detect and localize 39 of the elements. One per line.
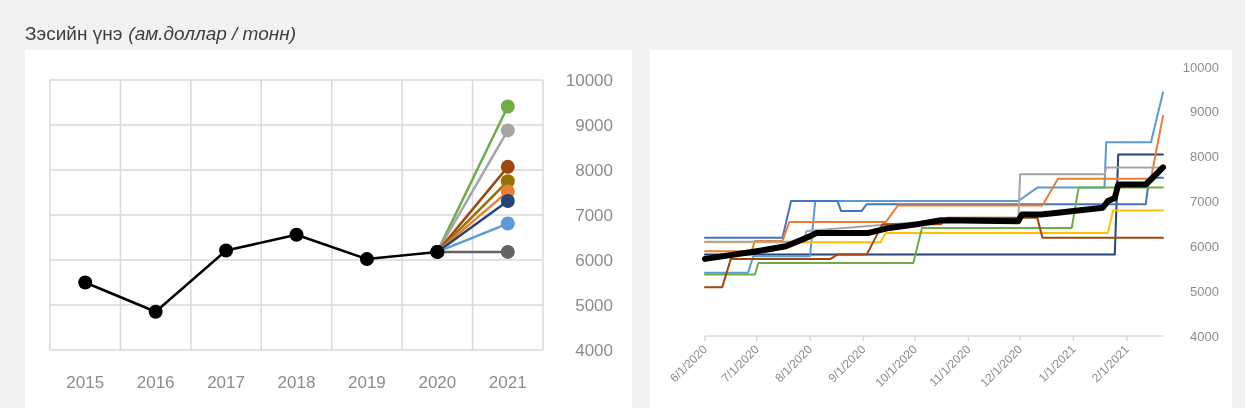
y-tick-label: 5000 <box>575 295 613 315</box>
point <box>500 159 515 174</box>
y-tick-label: 4000 <box>575 340 613 360</box>
x-tick-label: 2018 <box>277 373 316 392</box>
y-tick-label: 9000 <box>1190 104 1219 120</box>
y-tick-label: 8000 <box>1190 149 1219 165</box>
y-tick-label: 8000 <box>575 160 613 180</box>
line-series <box>704 186 1164 276</box>
y-tick-label: 7000 <box>575 205 613 225</box>
chart-title: Зэсийн үнэ <box>25 23 123 44</box>
x-tick-label: 2021 <box>488 373 527 392</box>
y-tick-label: 9000 <box>575 115 613 135</box>
x-tick-label: 2017 <box>207 373 245 392</box>
line-series <box>704 114 1164 253</box>
point <box>359 252 374 267</box>
point <box>219 243 234 258</box>
x-tick-label: 2016 <box>136 373 175 392</box>
y-tick-label: 10000 <box>1182 59 1219 75</box>
point <box>148 304 163 319</box>
point <box>500 99 515 114</box>
y-tick-label: 5000 <box>1190 283 1219 299</box>
y-tick-label: 6000 <box>1190 238 1219 254</box>
y-tick-label: 10000 <box>565 70 613 90</box>
line-series <box>704 176 1164 239</box>
line-series <box>704 91 1164 274</box>
point <box>500 216 515 231</box>
point <box>289 227 304 242</box>
line-series <box>704 216 1164 289</box>
x-tick-label: 2020 <box>418 373 457 392</box>
point <box>500 244 515 259</box>
y-tick-label: 4000 <box>1190 328 1219 344</box>
chart-subtitle: (ам.доллар / тонн) <box>128 23 297 44</box>
point <box>78 275 93 290</box>
y-tick-label: 6000 <box>575 250 613 270</box>
point <box>500 123 515 138</box>
x-tick-label: 2019 <box>348 373 386 392</box>
y-tick-label: 7000 <box>1190 194 1219 210</box>
x-tick-label: 2015 <box>66 373 105 392</box>
point <box>500 194 515 209</box>
